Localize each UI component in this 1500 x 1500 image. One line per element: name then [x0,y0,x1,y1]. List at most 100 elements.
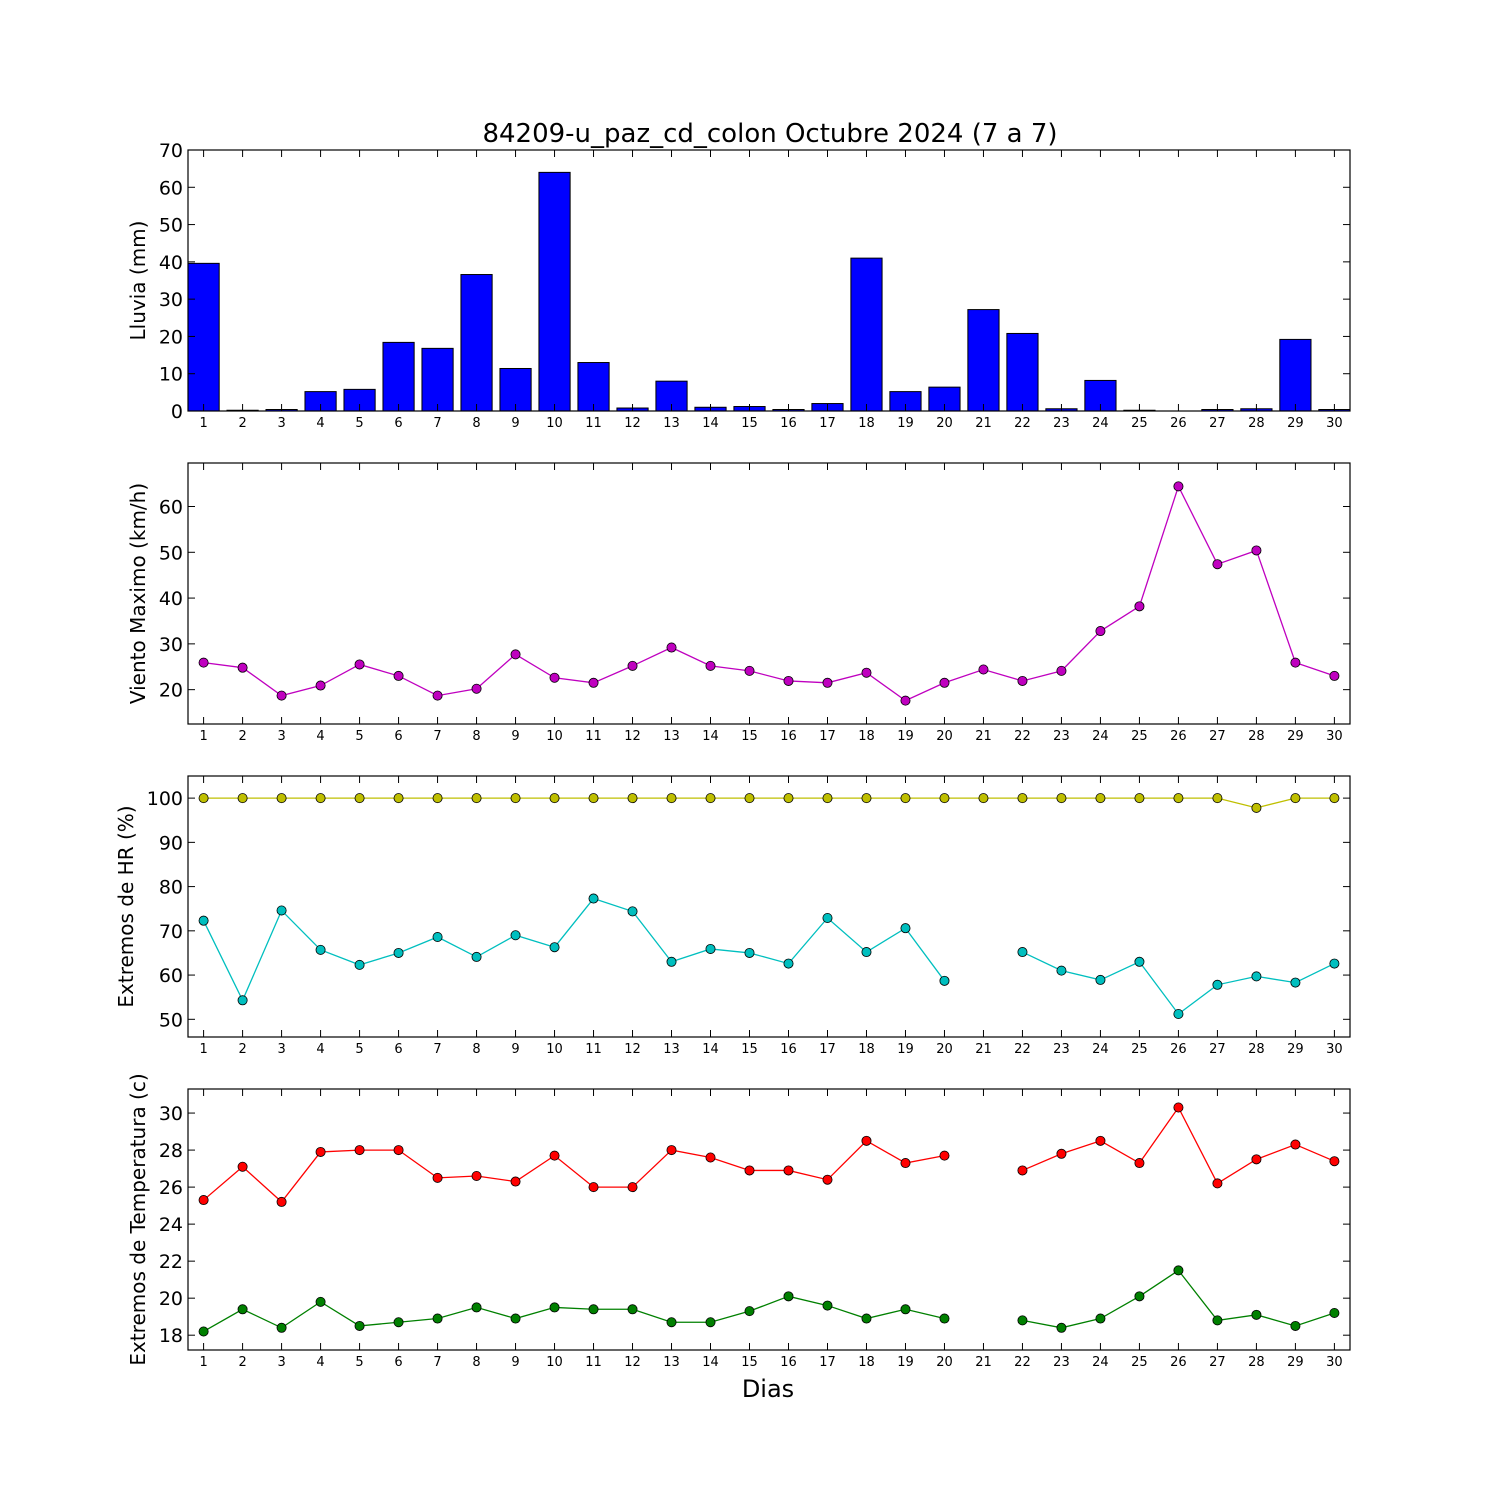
series-1-point-day-19 [900,695,911,706]
series-2-point-day-20 [939,975,950,986]
x-tick-label: 6 [394,1042,402,1057]
series-1-point-day-2 [237,1161,248,1172]
series-1-point-day-3 [276,793,287,804]
series-2-point-day-20 [939,1313,950,1324]
series-1-point-day-21 [978,793,989,804]
series-2-point-day-3 [276,905,287,916]
series-1-line [203,1140,945,1203]
series-2-point-day-6 [393,947,404,958]
x-tick-label: 1 [199,1042,207,1057]
x-tick-label: 19 [897,1042,914,1057]
series-1-point-day-22 [1017,675,1028,686]
x-tick-label: 10 [546,729,563,744]
series-2-point-day-8 [471,1302,482,1313]
x-tick-label: 7 [433,1042,441,1057]
x-tick-label: 27 [1209,416,1226,431]
series-2-point-day-11 [588,893,599,904]
x-tick-label: 9 [511,1355,519,1370]
x-tick-label: 3 [277,729,285,744]
y-tick-label: 24 [159,1214,183,1236]
series-2-point-day-8 [471,951,482,962]
x-tick-label: 25 [1131,729,1148,744]
series-1-point-day-2 [237,662,248,673]
x-tick-label: 22 [1014,1355,1031,1370]
x-tick-label: 18 [858,416,875,431]
y-tick-label: 20 [159,680,183,702]
x-tick-label: 18 [858,1355,875,1370]
x-tick-label: 27 [1209,729,1226,744]
x-tick-label: 12 [624,416,641,431]
x-tick-label: 16 [780,1042,797,1057]
y-tick-label: 0 [171,401,183,423]
series-1-point-day-26 [1173,1102,1184,1113]
series-1-point-day-13 [666,793,677,804]
series-1-point-day-15 [744,793,755,804]
x-tick-label: 8 [472,1355,480,1370]
x-tick-label: 24 [1092,416,1109,431]
bar-day-1 [187,262,220,412]
x-tick-label: 16 [780,416,797,431]
x-tick-label: 30 [1326,1355,1343,1370]
x-tick-label: 20 [936,416,953,431]
x-tick-label: 27 [1209,1355,1226,1370]
y-tick-label: 10 [159,364,183,386]
series-2-point-day-22 [1017,1315,1028,1326]
y-tick-label: 100 [147,788,183,810]
series-2-point-day-23 [1056,965,1067,976]
x-tick-label: 8 [472,729,480,744]
x-tick-label: 29 [1287,416,1304,431]
series-2-point-day-15 [744,1306,755,1317]
series-1-point-day-5 [354,793,365,804]
series-1-point-day-25 [1134,793,1145,804]
x-tick-label: 29 [1287,1355,1304,1370]
series-1-point-day-11 [588,793,599,804]
series-2-point-day-17 [822,1300,833,1311]
bar-day-10 [538,171,571,412]
x-tick-label: 13 [663,1042,680,1057]
series-1-point-day-14 [705,793,716,804]
panel-3-frame [187,775,1351,1038]
series-2-point-day-18 [861,947,872,958]
x-tick-label: 5 [355,416,363,431]
series-2-point-day-3 [276,1322,287,1333]
series-1-line [203,797,1335,809]
series-2-point-day-2 [237,1304,248,1315]
series-1-point-day-14 [705,1152,716,1163]
series-1-point-day-30 [1329,670,1340,681]
x-tick-label: 6 [394,729,402,744]
x-tick-label: 17 [819,729,836,744]
series-1-point-day-16 [783,793,794,804]
x-tick-label: 20 [936,1042,953,1057]
y-tick-label: 28 [159,1140,183,1162]
series-2-point-day-6 [393,1317,404,1328]
series-1-point-day-17 [822,793,833,804]
series-2-line [1022,1269,1335,1329]
series-2-point-day-13 [666,956,677,967]
x-tick-label: 12 [624,1355,641,1370]
x-tick-label: 21 [975,416,992,431]
x-tick-label: 20 [936,729,953,744]
x-tick-label: 14 [702,1355,719,1370]
series-1-point-day-27 [1212,793,1223,804]
series-1-point-day-8 [471,683,482,694]
series-1-point-day-5 [354,1145,365,1156]
series-2-point-day-1 [198,1326,209,1337]
series-1-point-day-2 [237,793,248,804]
series-2-point-day-30 [1329,958,1340,969]
x-tick-label: 15 [741,1042,758,1057]
x-tick-label: 24 [1092,1355,1109,1370]
series-2-point-day-15 [744,947,755,958]
series-2-point-day-5 [354,959,365,970]
series-1-point-day-1 [198,793,209,804]
x-tick-label: 17 [819,416,836,431]
series-1-point-day-17 [822,1174,833,1185]
series-1-point-day-4 [315,793,326,804]
x-tick-label: 21 [975,729,992,744]
y-tick-label: 60 [159,965,183,987]
x-tick-label: 28 [1248,729,1265,744]
x-tick-label: 13 [663,416,680,431]
x-tick-label: 26 [1170,1355,1187,1370]
